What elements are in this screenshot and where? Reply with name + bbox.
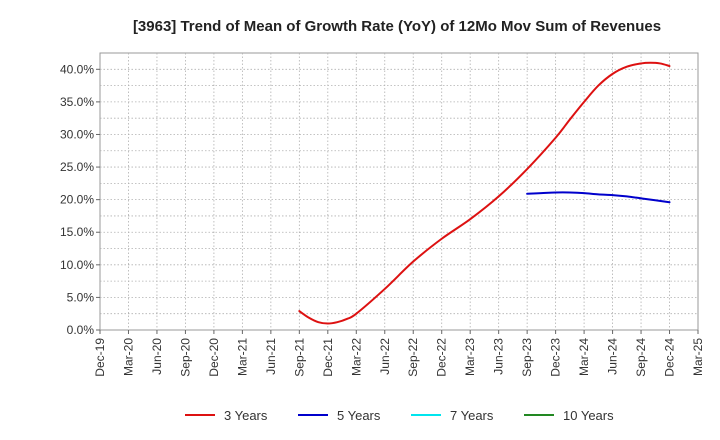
legend: 3 Years 5 Years 7 Years 10 Years bbox=[185, 408, 614, 423]
x-tick-label: Jun-21 bbox=[264, 338, 278, 375]
x-tick-label: Mar-20 bbox=[121, 338, 135, 376]
y-tick-label: 0.0% bbox=[67, 323, 95, 337]
x-tick-label: Mar-24 bbox=[577, 338, 591, 376]
y-tick-label: 40.0% bbox=[60, 62, 94, 76]
x-tick-label: Dec-19 bbox=[93, 338, 107, 377]
x-tick-label: Dec-23 bbox=[549, 338, 563, 377]
x-tick-label: Mar-22 bbox=[349, 338, 363, 376]
legend-label: 5 Years bbox=[337, 408, 381, 423]
y-tick-label: 25.0% bbox=[60, 160, 94, 174]
x-tick-label: Mar-23 bbox=[463, 338, 477, 376]
x-tick-label: Sep-20 bbox=[178, 338, 192, 377]
x-tick-label: Jun-22 bbox=[378, 338, 392, 375]
chart-title: [3963] Trend of Mean of Growth Rate (YoY… bbox=[133, 18, 661, 35]
y-tick-label: 15.0% bbox=[60, 225, 94, 239]
x-tick-label: Mar-21 bbox=[235, 338, 249, 376]
x-tick-label: Sep-23 bbox=[520, 338, 534, 377]
x-tick-label: Jun-23 bbox=[492, 338, 506, 375]
y-tick-label: 30.0% bbox=[60, 127, 94, 141]
x-tick-label: Jun-24 bbox=[606, 338, 620, 375]
x-tick-label: Sep-22 bbox=[406, 338, 420, 377]
y-tick-label: 35.0% bbox=[60, 95, 94, 109]
series-line-5-years bbox=[526, 191, 671, 204]
x-tick-label: Dec-24 bbox=[663, 338, 677, 377]
y-tick-label: 5.0% bbox=[67, 290, 95, 304]
x-axis: Dec-19 Mar-20 Jun-20 Sep-20 Dec-20 Mar-21 Jun-… bbox=[93, 330, 705, 377]
x-tick-label: Jun-20 bbox=[150, 338, 164, 375]
x-tick-label: Dec-22 bbox=[435, 338, 449, 377]
legend-label: 7 Years bbox=[450, 408, 494, 423]
x-tick-label: Dec-21 bbox=[321, 338, 335, 377]
legend-label: 10 Years bbox=[563, 408, 614, 423]
legend-label: 3 Years bbox=[224, 408, 268, 423]
series-line-3-years bbox=[298, 61, 671, 325]
series-lines bbox=[298, 61, 671, 325]
x-tick-label: Sep-21 bbox=[292, 338, 306, 377]
x-tick-label: Dec-20 bbox=[207, 338, 221, 377]
y-tick-label: 10.0% bbox=[60, 258, 94, 272]
x-tick-label: Sep-24 bbox=[634, 338, 648, 377]
y-axis: 0.0% 5.0% 10.0% 15.0% 20.0% 25.0% 30.0% 35.0% 40… bbox=[60, 62, 100, 337]
x-tick-label: Mar-25 bbox=[691, 338, 705, 376]
y-tick-label: 20.0% bbox=[60, 193, 94, 207]
plot-area bbox=[99, 52, 699, 331]
